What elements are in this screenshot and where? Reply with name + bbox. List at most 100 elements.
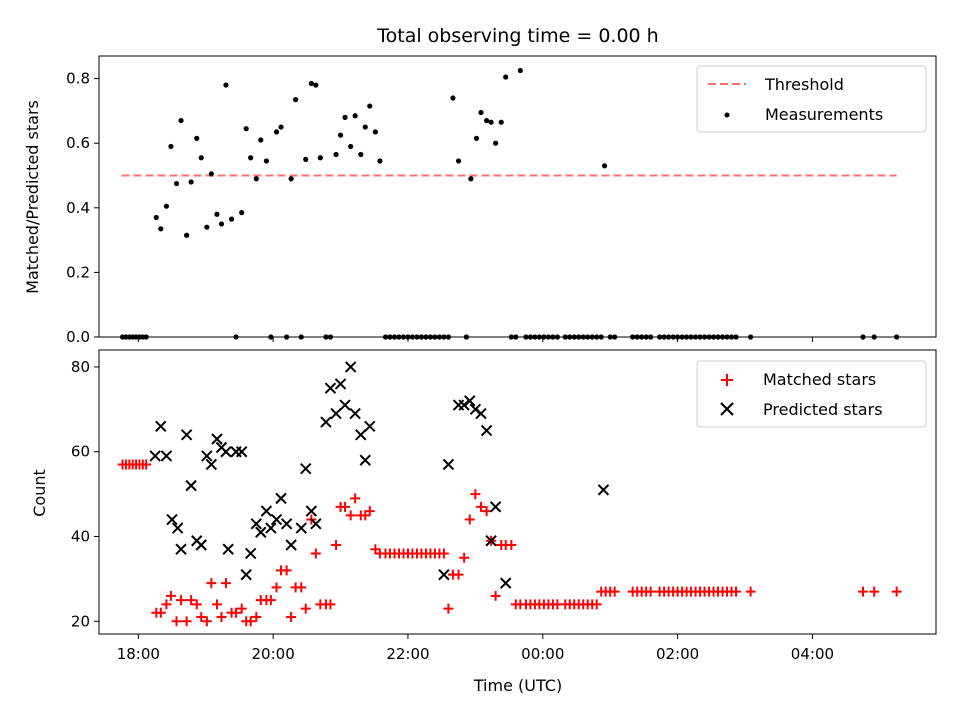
measurement-point (233, 334, 239, 340)
measurement-point (423, 334, 429, 340)
matched-stars-point (310, 548, 321, 559)
matched-stars-point (296, 582, 307, 593)
x-tick-label: 02:00 (656, 645, 699, 663)
measurement-point (143, 334, 149, 340)
measurement-point (643, 334, 649, 340)
matched-stars-point (438, 548, 449, 559)
matched-stars-point (186, 595, 197, 606)
measurement-point (468, 176, 474, 182)
measurement-point (432, 334, 438, 340)
measurement-point (455, 158, 462, 164)
predicted-stars-point (499, 577, 512, 589)
panel-0-y-tick-label: 0.0 (66, 328, 90, 346)
measurement-point (303, 156, 309, 162)
measurement-point (598, 334, 604, 340)
measurement-point (715, 334, 721, 340)
predicted-stars-point (438, 568, 450, 581)
matched-stars-point (350, 493, 361, 504)
measurement-point (382, 334, 389, 340)
measurement-point (567, 334, 573, 340)
measurement-point (607, 334, 613, 340)
measurement-point (585, 334, 591, 340)
measurement-point (243, 126, 249, 132)
predicted-stars-point (324, 382, 337, 394)
measurement-point (173, 180, 180, 187)
measurement-point (436, 334, 443, 340)
predicted-stars-point (235, 446, 248, 458)
measurement-point (576, 334, 582, 340)
panel-0-marks: 0.0 0.2 0.4 0.6 0.8 (66, 67, 900, 346)
top-legend: Threshold Measurements (696, 65, 927, 133)
predicted-stars-point (171, 522, 184, 534)
measurement-point (478, 109, 484, 116)
measurement-point (728, 334, 735, 340)
predicted-stars-point (285, 539, 297, 551)
predicted-stars-point (175, 543, 187, 555)
measurement-point (218, 221, 225, 227)
measurement-point (208, 171, 214, 177)
predicted-stars-point (489, 501, 502, 513)
measurement-point (313, 82, 319, 88)
measurement-point (670, 334, 676, 340)
matched-stars-point (155, 607, 166, 618)
matched-stars-point (645, 586, 656, 597)
predicted-stars-point (244, 547, 257, 560)
measurement-point (288, 176, 294, 182)
measurement-point (706, 334, 712, 340)
measurement-point (396, 334, 402, 340)
matched-stars-point (196, 612, 207, 623)
matched-stars-point (464, 514, 475, 525)
matched-stars-point (220, 578, 231, 589)
matched-stars-point (286, 612, 297, 623)
measurement-point (358, 151, 364, 158)
predicted-stars-point (355, 429, 367, 441)
measurement-point (253, 176, 259, 182)
measurement-point (527, 334, 534, 340)
predicted-stars-point (359, 454, 371, 466)
measurement-point (198, 155, 204, 161)
measurement-point (418, 334, 425, 340)
measurement-point (248, 155, 254, 161)
measurement-point (688, 334, 694, 340)
predicted-stars-point (220, 446, 232, 458)
measurement-point (550, 334, 556, 340)
predicted-stars-point (295, 522, 307, 534)
measurement-point (523, 334, 529, 340)
measurement-point (317, 155, 323, 161)
matched-stars-point (171, 616, 182, 627)
matched-stars-point (281, 565, 292, 576)
measurement-point (589, 334, 595, 340)
predicted-stars-point (344, 361, 357, 373)
measurement-point (697, 334, 703, 340)
legend-measurements-swatch (724, 112, 730, 118)
x-axis-label: Time (UTC) (473, 676, 562, 695)
measurement-point (513, 334, 519, 340)
measurement-point (450, 95, 456, 101)
legend-threshold-label: Threshold (764, 75, 844, 94)
matched-stars-point (481, 506, 492, 517)
predicted-stars-point (275, 492, 287, 505)
matched-stars-point (869, 586, 880, 597)
matched-stars-point (340, 501, 351, 512)
measurement-point (263, 158, 269, 164)
matched-stars-point (364, 506, 375, 517)
matched-stars-point (216, 612, 227, 623)
measurement-point (298, 334, 304, 340)
measurement-point (348, 143, 354, 150)
panel-0-y-tick-label: 0.4 (66, 199, 90, 217)
measurement-point (184, 232, 190, 238)
matched-stars-point (231, 607, 242, 618)
matched-stars-point (891, 586, 902, 597)
measurement-point (342, 114, 348, 120)
measurement-point (594, 334, 600, 340)
measurement-point (223, 82, 229, 88)
panel-1-marks: 18:00 20:00 22:00 00:00 02:00 04:00 20 40 60 80 (71, 358, 902, 663)
matched-stars-point (191, 599, 202, 610)
predicted-stars-point (280, 518, 293, 530)
panel-1-y-tick-label: 40 (71, 528, 90, 546)
measurement-point (571, 334, 577, 340)
measurement-point (701, 334, 708, 340)
measurement-point (562, 334, 568, 340)
x-tick-label: 20:00 (252, 645, 295, 663)
